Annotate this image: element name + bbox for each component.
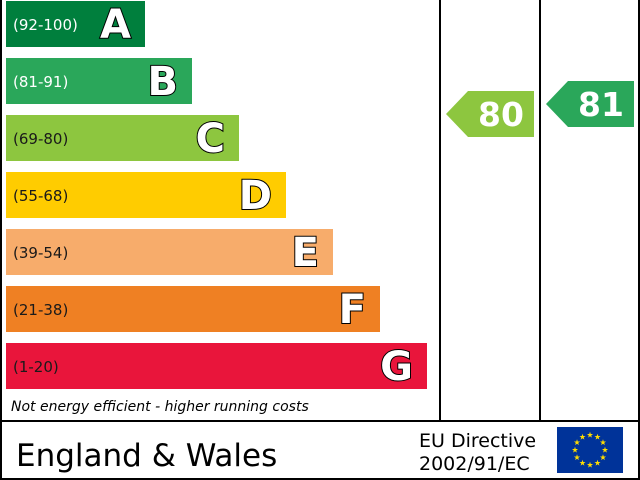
band-b: (81-91) B <box>6 58 192 106</box>
rating-value: 81 <box>578 85 624 124</box>
band-bar <box>6 115 239 161</box>
band-letter: F <box>339 287 366 333</box>
band-range-label: (92-100) <box>13 16 78 34</box>
band-f: (21-38) F <box>6 286 380 334</box>
eu-star-icon <box>594 433 601 440</box>
rating-arrow-shape <box>446 91 534 137</box>
band-range-label: (1-20) <box>13 358 59 376</box>
eu-star-icon <box>601 446 609 453</box>
band-range-label: (39-54) <box>13 244 68 262</box>
band-d: (55-68) D <box>6 172 286 220</box>
eu-star-icon <box>573 454 581 461</box>
band-letter: E <box>292 230 319 276</box>
band-a: (92-100) A <box>6 1 145 49</box>
rating-arrow-potential: 81 <box>546 81 634 127</box>
eu-star-icon <box>579 433 586 440</box>
band-letter: B <box>148 59 179 105</box>
footnote: Not energy efficient - higher running co… <box>11 399 309 415</box>
band-bar <box>6 172 286 218</box>
eu-star-icon <box>594 459 601 466</box>
rating-arrows: 80 81 <box>446 81 634 137</box>
eu-flag-icon <box>557 427 623 473</box>
eu-star-icon <box>599 454 607 461</box>
rating-bands: (92-100) A (81-91) B (69-80) C (55-68) D (39-54)… <box>6 1 427 391</box>
band-bar <box>6 229 333 275</box>
band-range-label: (81-91) <box>13 73 68 91</box>
band-c: (69-80) C <box>6 115 239 163</box>
eu-star-icon <box>573 439 581 446</box>
eu-star-icon <box>579 459 586 466</box>
band-letter: D <box>239 173 272 219</box>
band-bar <box>6 286 380 332</box>
eu-star-icon <box>571 446 579 453</box>
band-range-label: (69-80) <box>13 130 68 148</box>
eu-star-icon <box>586 431 594 438</box>
band-range-label: (55-68) <box>13 187 68 205</box>
band-letter: G <box>380 344 413 390</box>
band-range-label: (21-38) <box>13 301 68 319</box>
band-e: (39-54) E <box>6 229 333 277</box>
rating-value: 80 <box>478 95 524 134</box>
eu-star-icon <box>586 461 594 468</box>
band-letter: C <box>196 116 225 162</box>
directive-line-2: 2002/91/EC <box>419 453 530 475</box>
rating-arrow-current: 80 <box>446 91 534 137</box>
band-bar <box>6 1 145 47</box>
region-label: England & Wales <box>16 438 277 474</box>
band-bar <box>6 343 427 389</box>
band-g: (1-20) G <box>6 343 427 391</box>
band-letter: A <box>100 2 131 48</box>
eu-star-icon <box>599 439 607 446</box>
band-bar <box>6 58 192 104</box>
rating-arrow-shape <box>546 81 634 127</box>
directive-line-1: EU Directive <box>419 430 536 452</box>
